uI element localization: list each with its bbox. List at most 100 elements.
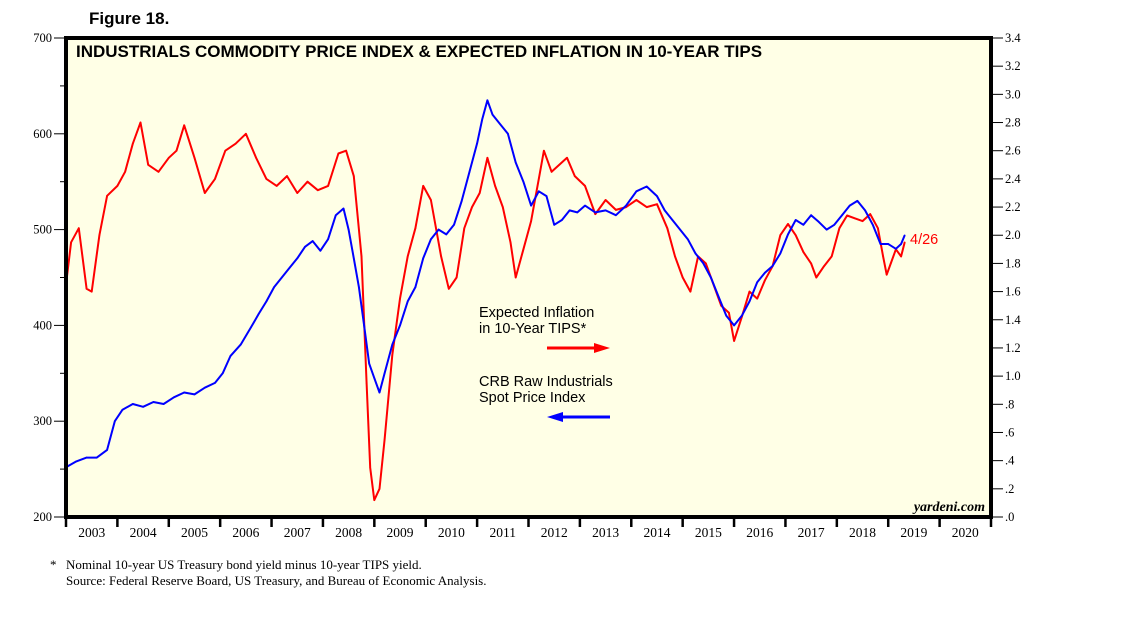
expected-inflation-point [106,194,108,197]
x-axis-tick-label: 2004 [130,525,157,540]
legend-inflation-line2: in 10-Year TIPS* [479,321,587,337]
legend-crb-line2: Spot Price Index [479,390,586,406]
crb-index-point [257,313,260,315]
expected-inflation-point [674,255,676,258]
expected-inflation-point [203,192,206,194]
x-axis-tick-label: 2019 [900,525,927,540]
expected-inflation-point [689,290,692,293]
expected-inflation-point [98,234,101,237]
expected-inflation-point [360,255,363,258]
crb-index-point [75,460,78,463]
crb-index-point [85,456,88,459]
left-axis-tick-label: 700 [33,31,52,45]
expected-inflation-point [234,142,237,145]
expected-inflation-point [877,227,879,229]
crb-index-point [733,324,735,327]
crb-index-point [173,396,175,399]
expected-inflation-point [558,163,561,166]
expected-inflation-point [90,290,93,293]
expected-inflation-point [838,227,841,229]
figure-label: Figure 18. [89,9,169,28]
crb-index-point [635,190,638,193]
expected-inflation-point [802,251,805,253]
expected-inflation-point [486,156,489,159]
right-axis-tick-label: 2.8 [1005,116,1021,130]
x-axis-tick-label: 2015 [695,525,722,540]
x-axis-tick-label: 2018 [849,525,876,540]
crb-index-point [250,326,252,329]
right-arrow-icon [547,343,610,353]
expected-inflation-point [779,234,782,237]
crb-index-point [311,240,314,242]
expected-inflation-point [245,133,247,135]
crb-index-point [568,209,571,212]
expected-inflation-point [748,290,751,293]
expected-inflation-point [463,227,466,229]
crb-index-point [273,286,275,288]
right-axis-tick-label: 3.2 [1005,59,1021,73]
expected-inflation-point [422,185,424,187]
plot-area [66,38,991,517]
chart-title: INDUSTRIALS COMMODITY PRICE INDEX & EXPE… [76,42,762,61]
x-axis-tick-label: 2013 [592,525,619,540]
expected-inflation-point [78,227,80,229]
expected-inflation-point [903,241,906,244]
expected-inflation-point [900,255,902,258]
expected-inflation-point [286,175,288,177]
right-axis-tick-label: 1.6 [1005,285,1021,299]
crb-index-point [514,161,517,164]
x-axis-tick-label: 2003 [78,525,105,540]
expected-inflation-point [448,287,450,290]
footnote-line1: Nominal 10-year US Treasury bond yield m… [66,557,422,572]
x-axis-tick-label: 2009 [387,525,414,540]
left-axis: 200 300 400 500 600 700 [33,31,66,524]
right-axis-tick-label: 3.4 [1005,31,1021,45]
crb-index-point [663,209,666,212]
crb-index-point [476,142,478,145]
crb-index-point [802,224,805,226]
crb-index-point [507,133,509,135]
crb-index-point [594,211,597,214]
crb-index-point [764,271,766,274]
expected-inflation-point [530,220,532,222]
legend: Expected Inflation in 10-Year TIPS* CRB … [479,305,613,422]
crb-index-point [656,195,658,197]
expected-inflation-point [885,273,888,276]
expected-inflation-point [317,189,319,191]
expected-inflation-point [193,156,196,159]
expected-inflation-point [889,262,892,265]
expected-inflation-point [514,276,517,279]
crb-index-point [756,281,758,284]
expected-inflation-point [537,178,540,180]
expected-inflation-point [615,209,617,211]
expected-inflation-point [502,206,504,208]
expected-inflation-point [543,149,545,152]
crb-index-point [422,257,424,260]
expected-inflation-point [175,149,178,152]
right-axis-tick-label: 1.8 [1005,256,1021,270]
crb-index-point [810,214,812,217]
crb-index-point [214,382,216,384]
crb-index-point [604,209,607,212]
right-axis-tick-label: .6 [1005,425,1014,439]
legend-crb-line1: CRB Raw Industrials [479,374,613,390]
crb-index-point [787,233,789,236]
expected-inflation-point [810,262,812,265]
crb-index-point [530,204,532,207]
crb-index-point [162,403,165,405]
crb-index-point [342,207,345,210]
crb-index-point [373,377,376,379]
x-axis-tick-label: 2020 [952,525,979,540]
expected-inflation-point [455,276,458,279]
crb-index-point [553,224,555,226]
right-axis-tick-label: 1.0 [1005,369,1021,383]
right-axis-tick-label: .2 [1005,482,1014,496]
expected-inflation-point [132,142,134,145]
right-axis-tick-label: 3.0 [1005,87,1021,101]
expected-inflation-point [861,220,864,222]
expected-inflation-point [830,255,833,258]
crb-index-point [327,238,329,240]
crb-index-point [537,190,540,193]
x-axis-tick-label: 2005 [181,525,208,540]
expected-inflation-point [378,488,381,490]
